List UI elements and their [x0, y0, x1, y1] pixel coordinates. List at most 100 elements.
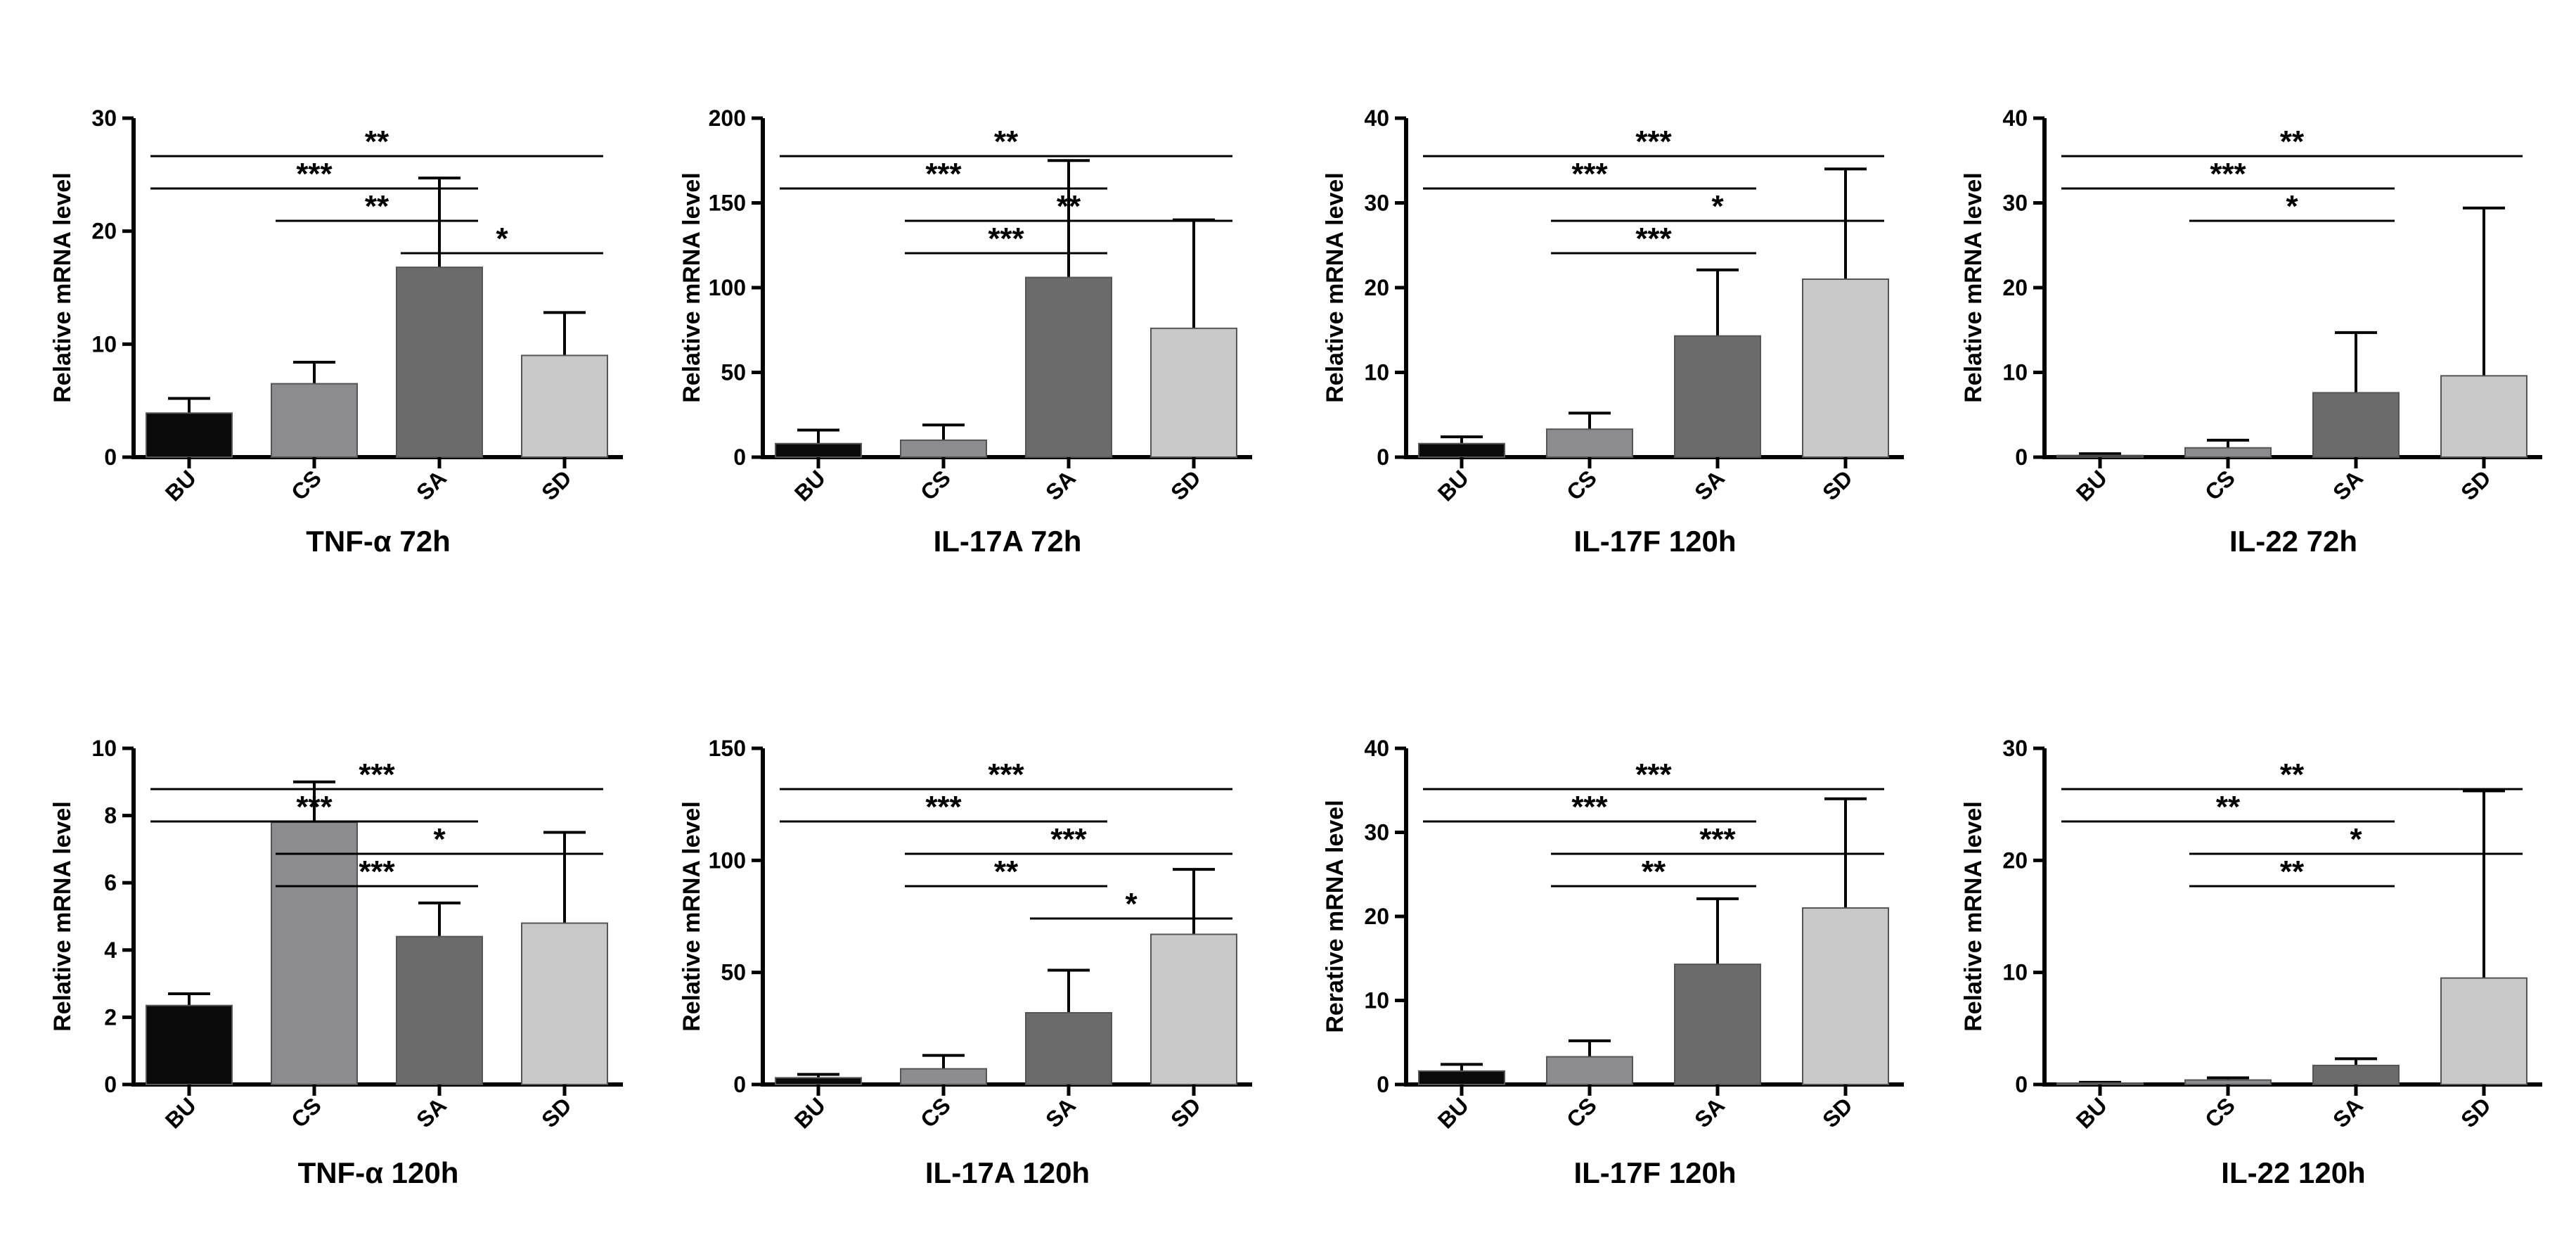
significance-label: * — [2350, 822, 2362, 857]
bar-sa — [1025, 276, 1112, 459]
significance-label: ** — [365, 124, 389, 159]
y-tick-label: 40 — [1364, 736, 1389, 761]
significance-label: *** — [1699, 822, 1736, 857]
y-tick-label: 150 — [709, 191, 746, 216]
x-tick-label: CS — [286, 1092, 326, 1132]
chart-title: IL-17A 120h — [925, 1156, 1090, 1189]
significance-label: *** — [1635, 124, 1672, 159]
bar-sa — [2312, 392, 2400, 458]
y-tick-label: 50 — [721, 960, 746, 985]
chart-title: IL-22 120h — [2221, 1156, 2365, 1189]
significance-label: * — [1711, 189, 1724, 224]
y-tick-label: 0 — [1377, 444, 1389, 470]
y-tick-label: 30 — [2002, 191, 2028, 216]
y-tick-label: 10 — [1364, 360, 1389, 385]
bar-sa — [396, 935, 483, 1086]
x-tick-label: SA — [1689, 465, 1730, 505]
chart-title: TNF-α 72h — [306, 525, 451, 558]
bar-cs — [271, 821, 358, 1086]
y-tick-label: 100 — [709, 847, 746, 873]
bar-cs — [271, 383, 358, 458]
significance-label: *** — [1635, 757, 1672, 792]
significance-label: ** — [2280, 124, 2305, 159]
y-axis-label: Relative mRNA level — [1960, 172, 1987, 403]
y-tick-label: 20 — [2002, 275, 2028, 300]
significance-label: *** — [988, 757, 1024, 792]
bar-bu — [775, 442, 862, 458]
bar-cs — [900, 1068, 987, 1086]
x-tick-label: SD — [1166, 465, 1206, 505]
x-tick-label: CS — [286, 465, 326, 505]
x-tick-label: BU — [2071, 1092, 2112, 1133]
significance-label: *** — [1571, 157, 1608, 191]
x-tick-label: SD — [1166, 1092, 1206, 1132]
significance-label: *** — [988, 222, 1024, 256]
x-tick-label: SA — [1041, 465, 1081, 505]
y-tick-label: 0 — [104, 444, 117, 470]
bar-cs — [1546, 1056, 1633, 1085]
x-tick-label: SD — [536, 465, 577, 505]
x-tick-label: SA — [2328, 465, 2368, 505]
y-axis-label: Relative mRNA level — [49, 172, 76, 403]
bar-sd — [1802, 278, 1889, 459]
significance-label: ** — [1642, 855, 1666, 889]
y-tick-label: 4 — [104, 938, 117, 963]
significance-label: *** — [1571, 790, 1608, 824]
x-tick-label: SA — [2328, 1092, 2368, 1132]
chart-title: IL-17F 120h — [1573, 1156, 1736, 1189]
bar-sa — [1674, 964, 1761, 1085]
bar-bu — [1418, 1070, 1505, 1086]
x-tick-label: SA — [411, 1092, 451, 1132]
y-tick-label: 30 — [1364, 820, 1389, 845]
significance-label: * — [496, 222, 508, 256]
bar-bu — [2056, 1082, 2144, 1085]
x-tick-label: SD — [536, 1092, 577, 1132]
x-tick-label: SA — [1041, 1092, 1081, 1132]
y-tick-label: 0 — [2015, 1072, 2028, 1097]
y-tick-label: 10 — [91, 736, 117, 761]
significance-label: *** — [2210, 157, 2246, 191]
y-tick-label: 0 — [733, 1072, 746, 1097]
significance-label: *** — [296, 790, 333, 824]
bar-bu — [2056, 454, 2144, 459]
significance-label: ** — [2280, 855, 2305, 889]
y-axis-label: Rerative mRNA level — [1322, 800, 1348, 1032]
bar-sa — [2312, 1064, 2400, 1085]
y-tick-label: 20 — [91, 219, 117, 244]
chart-panel-2: Relative mRNA level 0 50 100 150 200 BU CS SA SD *… — [678, 105, 1252, 558]
bar-sd — [2440, 977, 2527, 1085]
significance-label: *** — [1635, 222, 1672, 256]
significance-label: ** — [994, 124, 1019, 159]
significance-label: *** — [359, 757, 395, 792]
significance-label: ** — [2280, 757, 2305, 792]
bar-sd — [521, 354, 608, 458]
x-tick-label: BU — [160, 465, 201, 506]
bar-sd — [1150, 933, 1237, 1085]
y-tick-label: 8 — [104, 803, 117, 828]
x-tick-label: BU — [790, 1092, 830, 1133]
chart-title: IL-22 72h — [2229, 525, 2357, 558]
x-tick-label: SD — [2456, 465, 2496, 505]
y-tick-label: 0 — [2015, 444, 2028, 470]
y-tick-label: 10 — [91, 331, 117, 357]
y-tick-label: 0 — [104, 1072, 117, 1097]
y-tick-label: 30 — [91, 105, 117, 131]
significance-label: * — [433, 822, 446, 857]
significance-label: * — [2286, 189, 2298, 224]
bar-cs — [1546, 428, 1633, 458]
y-tick-label: 10 — [2002, 360, 2028, 385]
y-tick-label: 200 — [709, 105, 746, 131]
y-tick-label: 2 — [104, 1004, 117, 1030]
y-tick-label: 10 — [1364, 988, 1389, 1013]
x-tick-label: BU — [790, 465, 830, 506]
bar-sd — [2440, 375, 2527, 459]
y-tick-label: 150 — [709, 736, 746, 761]
bar-sd — [1150, 327, 1237, 458]
bar-sa — [396, 267, 483, 458]
y-tick-label: 20 — [1364, 275, 1389, 300]
